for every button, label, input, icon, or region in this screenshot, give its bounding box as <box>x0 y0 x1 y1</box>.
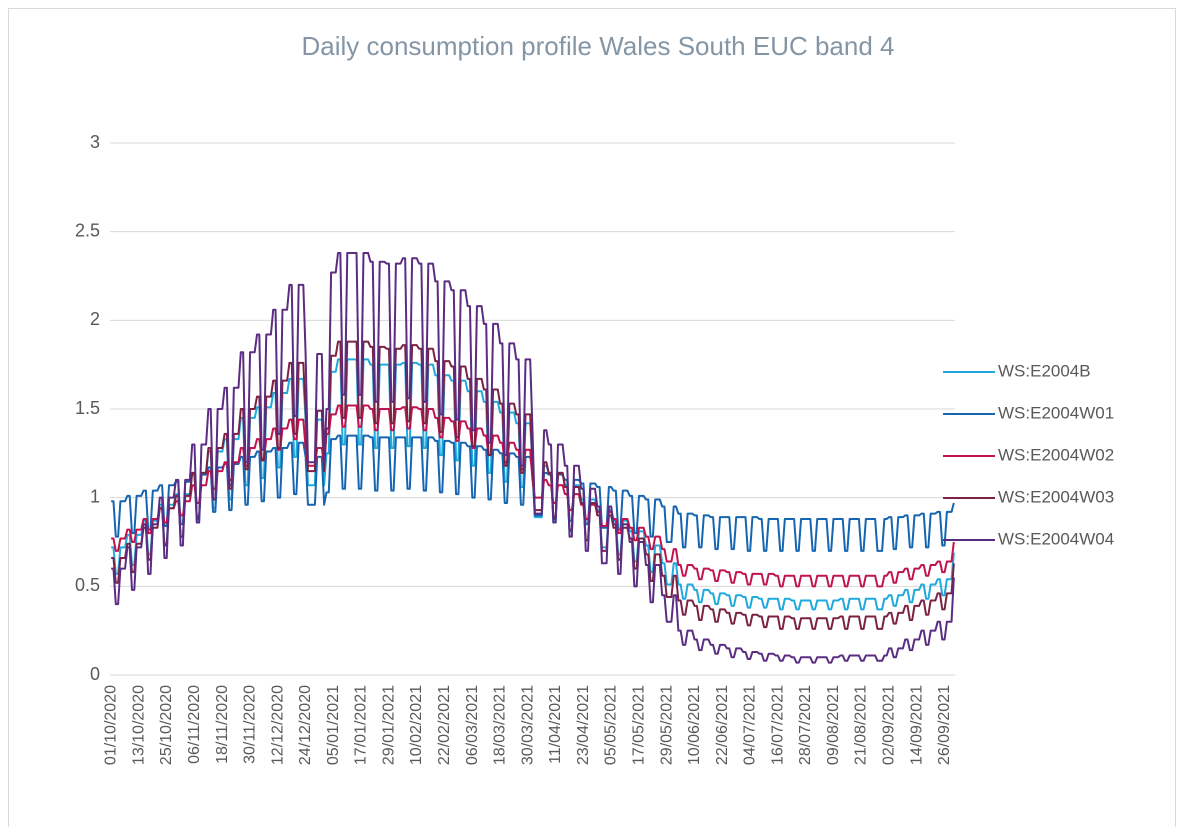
x-tick-label: 22/06/2021 <box>714 685 731 765</box>
x-tick-label: 06/11/2020 <box>186 685 203 764</box>
x-tick-label: 18/03/2021 <box>492 685 509 765</box>
legend-label: WS:E2004B <box>998 361 1091 380</box>
x-tick-label: 02/09/2021 <box>881 685 898 765</box>
chart-frame <box>8 8 1176 827</box>
x-tick-label: 10/06/2021 <box>686 685 703 765</box>
legend-label: WS:E2004W01 <box>998 403 1114 422</box>
x-tick-label: 05/01/2021 <box>325 685 342 765</box>
x-tick-label: 18/11/2020 <box>214 685 231 764</box>
x-tick-label: 29/05/2021 <box>658 685 675 765</box>
y-tick-label: 0 <box>90 664 100 684</box>
x-tick-label: 13/10/2020 <box>130 685 147 765</box>
x-tick-label: 21/08/2021 <box>853 685 870 765</box>
x-tick-label: 22/02/2021 <box>436 685 453 765</box>
x-tick-label: 10/02/2021 <box>408 685 425 765</box>
y-tick-label: 1.5 <box>75 398 100 418</box>
x-tick-label: 06/03/2021 <box>464 685 481 765</box>
x-tick-label: 05/05/2021 <box>603 685 620 765</box>
x-tick-label: 28/07/2021 <box>797 685 814 765</box>
y-tick-label: 1 <box>90 486 100 506</box>
x-tick-label: 11/04/2021 <box>547 685 564 764</box>
legend-label: WS:E2004W04 <box>998 529 1114 548</box>
chart-title: Daily consumption profile Wales South EU… <box>302 31 895 61</box>
x-tick-label: 14/09/2021 <box>908 685 925 765</box>
x-tick-label: 04/07/2021 <box>742 685 759 765</box>
y-tick-label: 3 <box>90 132 100 152</box>
x-tick-label: 29/01/2021 <box>380 685 397 765</box>
y-tick-label: 2.5 <box>75 220 100 240</box>
x-tick-label: 17/01/2021 <box>353 685 370 765</box>
y-tick-label: 0.5 <box>75 575 100 595</box>
x-tick-label: 17/05/2021 <box>630 685 647 765</box>
x-tick-label: 26/09/2021 <box>936 685 953 765</box>
x-tick-label: 16/07/2021 <box>769 685 786 765</box>
x-tick-label: 12/12/2020 <box>269 685 286 765</box>
x-tick-label: 01/10/2020 <box>103 685 120 765</box>
x-tick-label: 24/12/2020 <box>297 685 314 765</box>
x-tick-label: 30/11/2020 <box>242 685 259 764</box>
legend-label: WS:E2004W02 <box>998 445 1114 464</box>
series-line <box>111 251 955 664</box>
x-tick-label: 30/03/2021 <box>519 685 536 765</box>
x-tick-label: 23/04/2021 <box>575 685 592 765</box>
x-tick-label: 09/08/2021 <box>825 685 842 765</box>
x-tick-label: 25/10/2020 <box>158 685 175 765</box>
legend-label: WS:E2004W03 <box>998 487 1114 506</box>
y-tick-label: 2 <box>90 309 100 329</box>
